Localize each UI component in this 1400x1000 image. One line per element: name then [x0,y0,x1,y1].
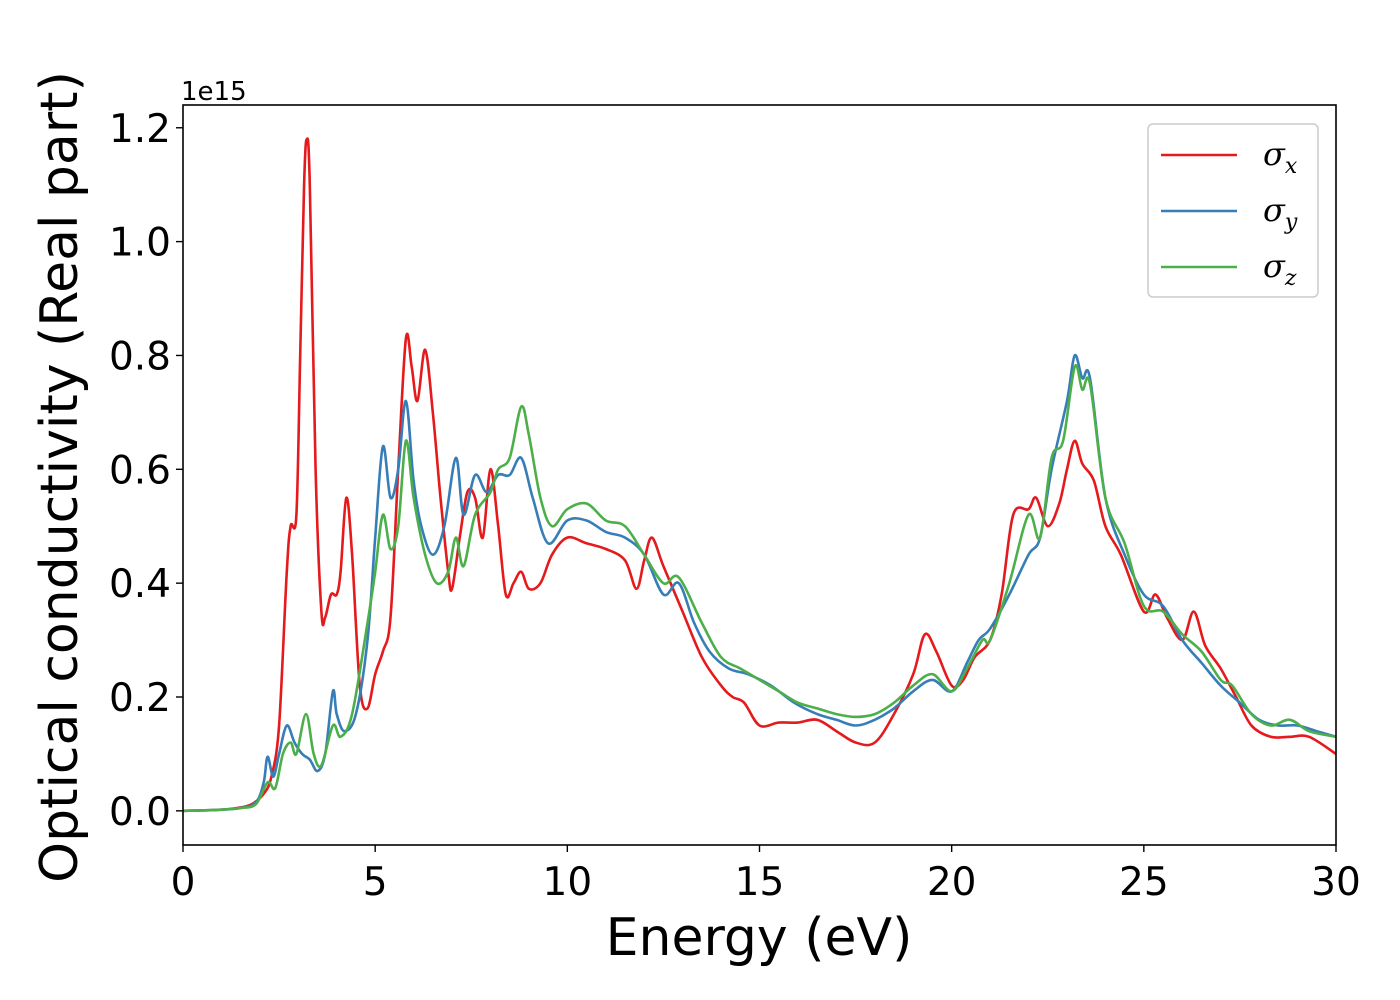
legend-label-sigma-z: σz [1263,247,1297,291]
legend-subscript: z [1284,266,1297,291]
x-axis-ticks: 0 5 10 15 20 25 30 [171,845,1361,905]
series-line-sigma-x [182,137,1337,813]
legend-subscript: x [1285,154,1298,179]
y-tick-label: 1.2 [109,107,171,152]
legend-symbol: σ [1263,135,1286,173]
x-tick-label: 5 [363,860,388,905]
x-tick-label: 30 [1311,860,1361,905]
series-line-sigma-y [182,353,1337,813]
x-tick-label: 10 [543,860,593,905]
x-tick-label: 0 [171,860,196,905]
series-line-sigma-z [182,363,1337,813]
y-tick-label: 0.4 [109,562,171,607]
y-tick-label: 0.2 [109,676,171,721]
y-tick-label: 0.6 [109,448,171,493]
legend-label-sigma-y: σy [1263,191,1298,235]
y-offset-text: 1e15 [181,77,247,107]
x-tick-label: 15 [735,860,785,905]
x-axis-title: Energy (eV) [606,908,913,968]
y-axis-ticks: 0.0 0.2 0.4 0.6 0.8 1.0 1.2 [109,107,183,835]
series-layer [182,137,1337,813]
legend-symbol: σ [1263,191,1286,229]
legend-symbol: σ [1263,247,1286,285]
x-tick-label: 25 [1119,860,1169,905]
legend-subscript: y [1284,210,1298,235]
legend-label-sigma-x: σx [1263,135,1298,179]
y-axis-title: Optical conductivity (Real part) [30,71,90,883]
y-tick-label: 0.0 [109,790,171,835]
y-tick-label: 1.0 [109,221,171,266]
x-tick-label: 20 [927,860,977,905]
y-tick-label: 0.8 [109,334,171,379]
